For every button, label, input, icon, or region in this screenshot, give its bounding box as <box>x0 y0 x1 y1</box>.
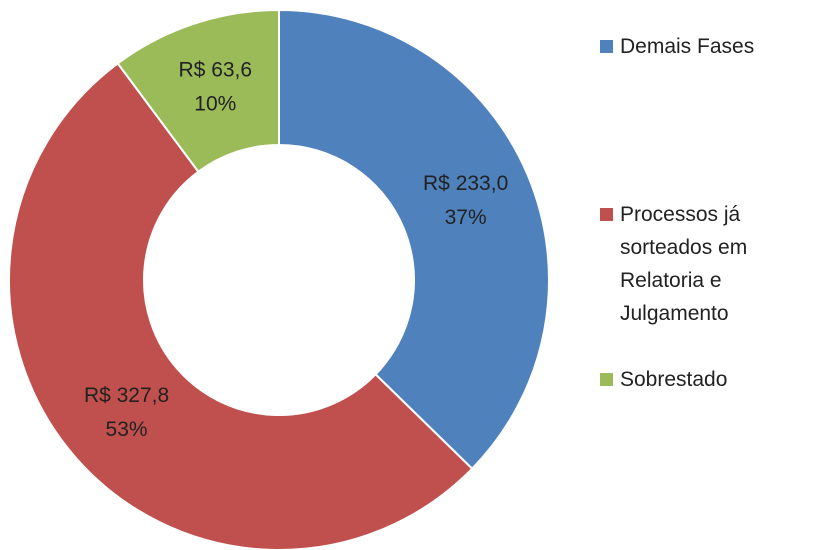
percent-label: 53% <box>106 418 148 441</box>
legend-item: Processos já sorteados em Relatoria e Ju… <box>600 198 805 330</box>
legend-item: Sobrestado <box>600 363 805 396</box>
slice <box>116 8 280 174</box>
slice <box>8 62 474 550</box>
percent-label: 37% <box>445 206 487 229</box>
legend-swatch <box>600 373 613 386</box>
value-label: R$ 233,0 <box>423 172 508 195</box>
slice <box>278 8 550 471</box>
value-label: R$ 63,6 <box>179 58 253 81</box>
legend-label: Sobrestado <box>620 368 728 391</box>
legend-swatch <box>600 208 613 221</box>
percent-label: 10% <box>194 92 236 115</box>
legend-swatch <box>600 40 613 53</box>
legend-label: Processos já sorteados em Relatoria e Ju… <box>620 203 748 325</box>
value-label: R$ 327,8 <box>84 384 169 407</box>
legend-item: Demais Fases <box>600 30 805 63</box>
donut-plot: R$ 233,0 37% R$ 327,8 53% R$ 63,6 10% <box>8 8 550 550</box>
legend-label: Demais Fases <box>620 35 755 58</box>
